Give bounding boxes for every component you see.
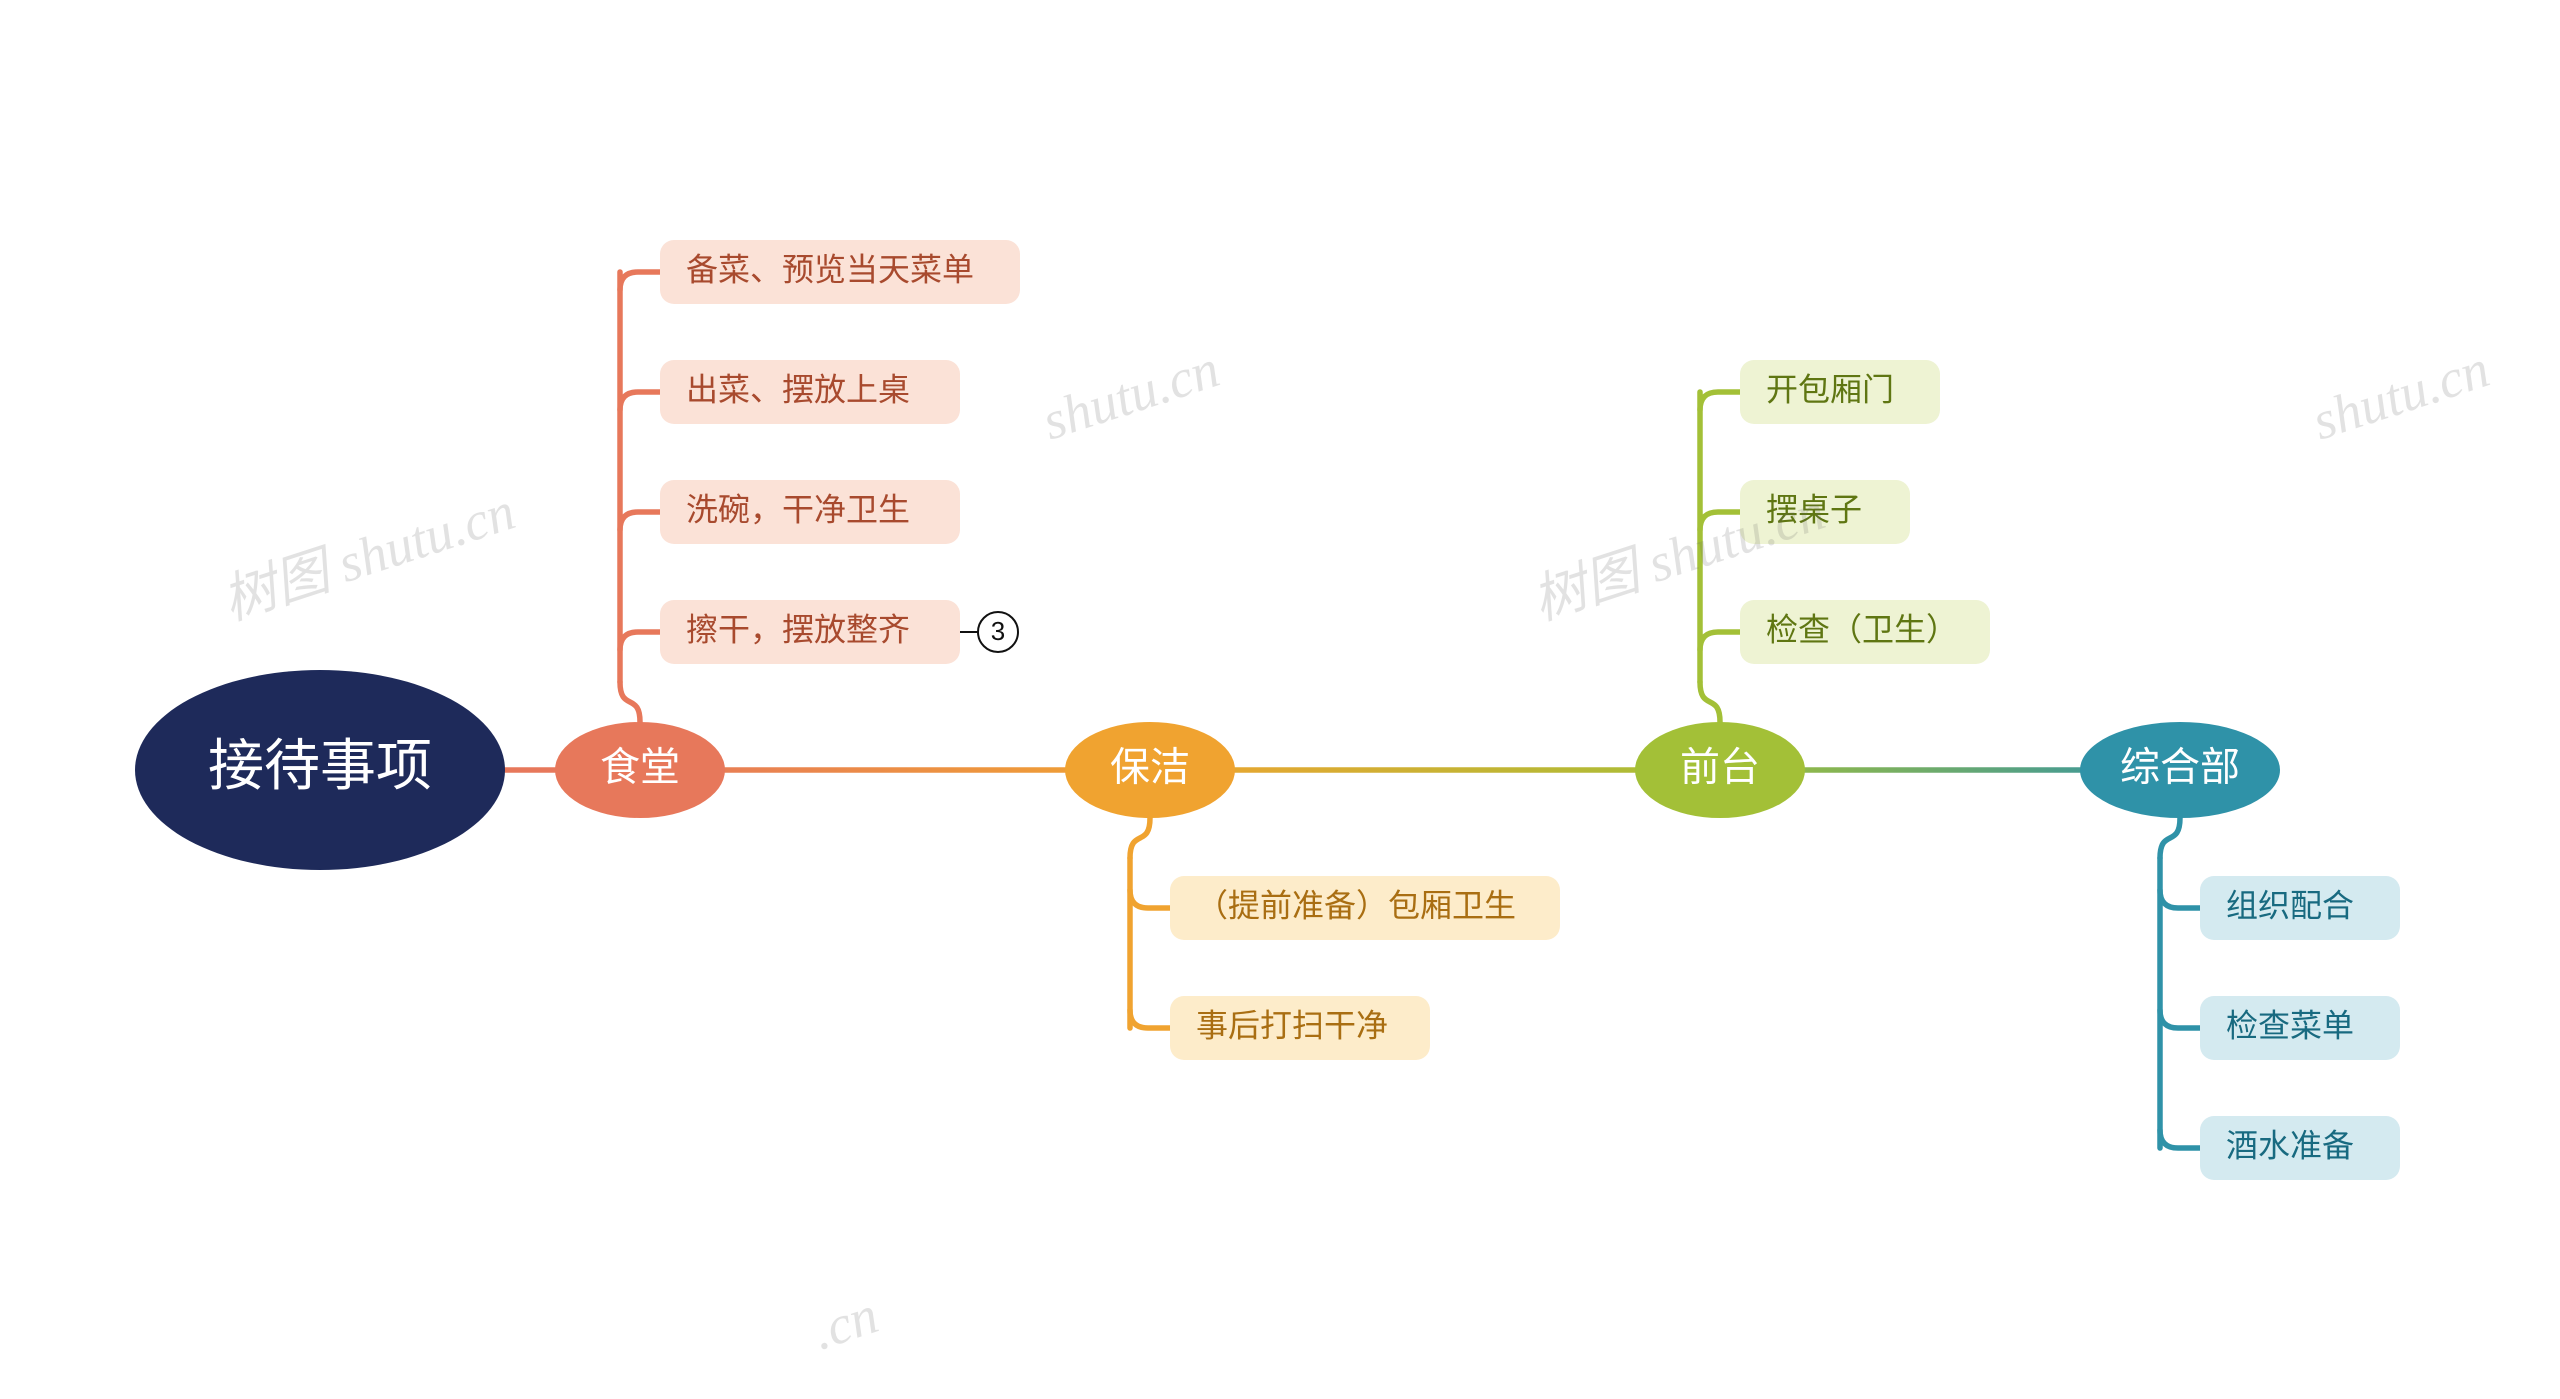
leaf-label-front-2: 检查（卫生） <box>1766 611 1958 647</box>
leaf-connector-canteen-0 <box>620 272 660 290</box>
leaf-label-cleaning-1: 事后打扫干净 <box>1196 1007 1388 1043</box>
leaf-label-general-0: 组织配合 <box>2226 887 2354 923</box>
leaf-label-canteen-3: 擦干，摆放整齐 <box>686 611 910 647</box>
leaf-label-front-0: 开包厢门 <box>1766 371 1894 407</box>
leaf-label-canteen-1: 出菜、摆放上桌 <box>686 371 910 407</box>
watermark: 树图 shutu.cn <box>215 481 522 632</box>
stem-curve-front <box>1700 682 1720 722</box>
watermark: shutu.cn <box>1035 338 1226 451</box>
leaf-connector-cleaning-0 <box>1130 890 1170 908</box>
count-badge-label: 3 <box>991 616 1005 646</box>
leaf-connector-front-0 <box>1700 392 1740 410</box>
watermark-layer: 树图 shutu.cnshutu.cn树图 shutu.cnshutu.cn.c… <box>215 338 2496 1361</box>
branch-label-cleaning: 保洁 <box>1110 746 1190 790</box>
nodes-layer: 接待事项 食堂 备菜、预览当天菜单出菜、摆放上桌洗碗，干净卫生擦干，摆放整齐 3 保洁 （… <box>135 240 2400 1180</box>
stem-curve-canteen <box>620 682 640 722</box>
watermark: shutu.cn <box>2305 338 2496 451</box>
mindmap-canvas: 接待事项 食堂 备菜、预览当天菜单出菜、摆放上桌洗碗，干净卫生擦干，摆放整齐 3 保洁 （… <box>0 0 2560 1399</box>
leaf-connector-general-0 <box>2160 890 2200 908</box>
stem-curve-cleaning <box>1130 818 1150 858</box>
leaf-connector-general-2 <box>2160 1130 2200 1148</box>
leaf-label-general-2: 酒水准备 <box>2226 1127 2354 1163</box>
leaf-connector-canteen-2 <box>620 512 660 530</box>
branch-label-canteen: 食堂 <box>600 746 680 790</box>
branch-label-general: 综合部 <box>2120 746 2240 790</box>
leaf-label-general-1: 检查菜单 <box>2226 1007 2354 1043</box>
stem-curve-general <box>2160 818 2180 858</box>
leaf-connector-cleaning-1 <box>1130 1010 1170 1028</box>
root-label: 接待事项 <box>208 734 432 797</box>
leaf-connector-canteen-1 <box>620 392 660 410</box>
watermark: .cn <box>805 1284 885 1361</box>
leaf-label-cleaning-0: （提前准备）包厢卫生 <box>1196 887 1516 923</box>
leaf-connector-canteen-3 <box>620 632 660 650</box>
leaf-label-canteen-2: 洗碗，干净卫生 <box>686 491 910 527</box>
leaf-label-canteen-0: 备菜、预览当天菜单 <box>686 251 974 287</box>
leaf-connector-front-2 <box>1700 632 1740 650</box>
leaf-connector-general-1 <box>2160 1010 2200 1028</box>
branch-label-front: 前台 <box>1680 746 1760 790</box>
